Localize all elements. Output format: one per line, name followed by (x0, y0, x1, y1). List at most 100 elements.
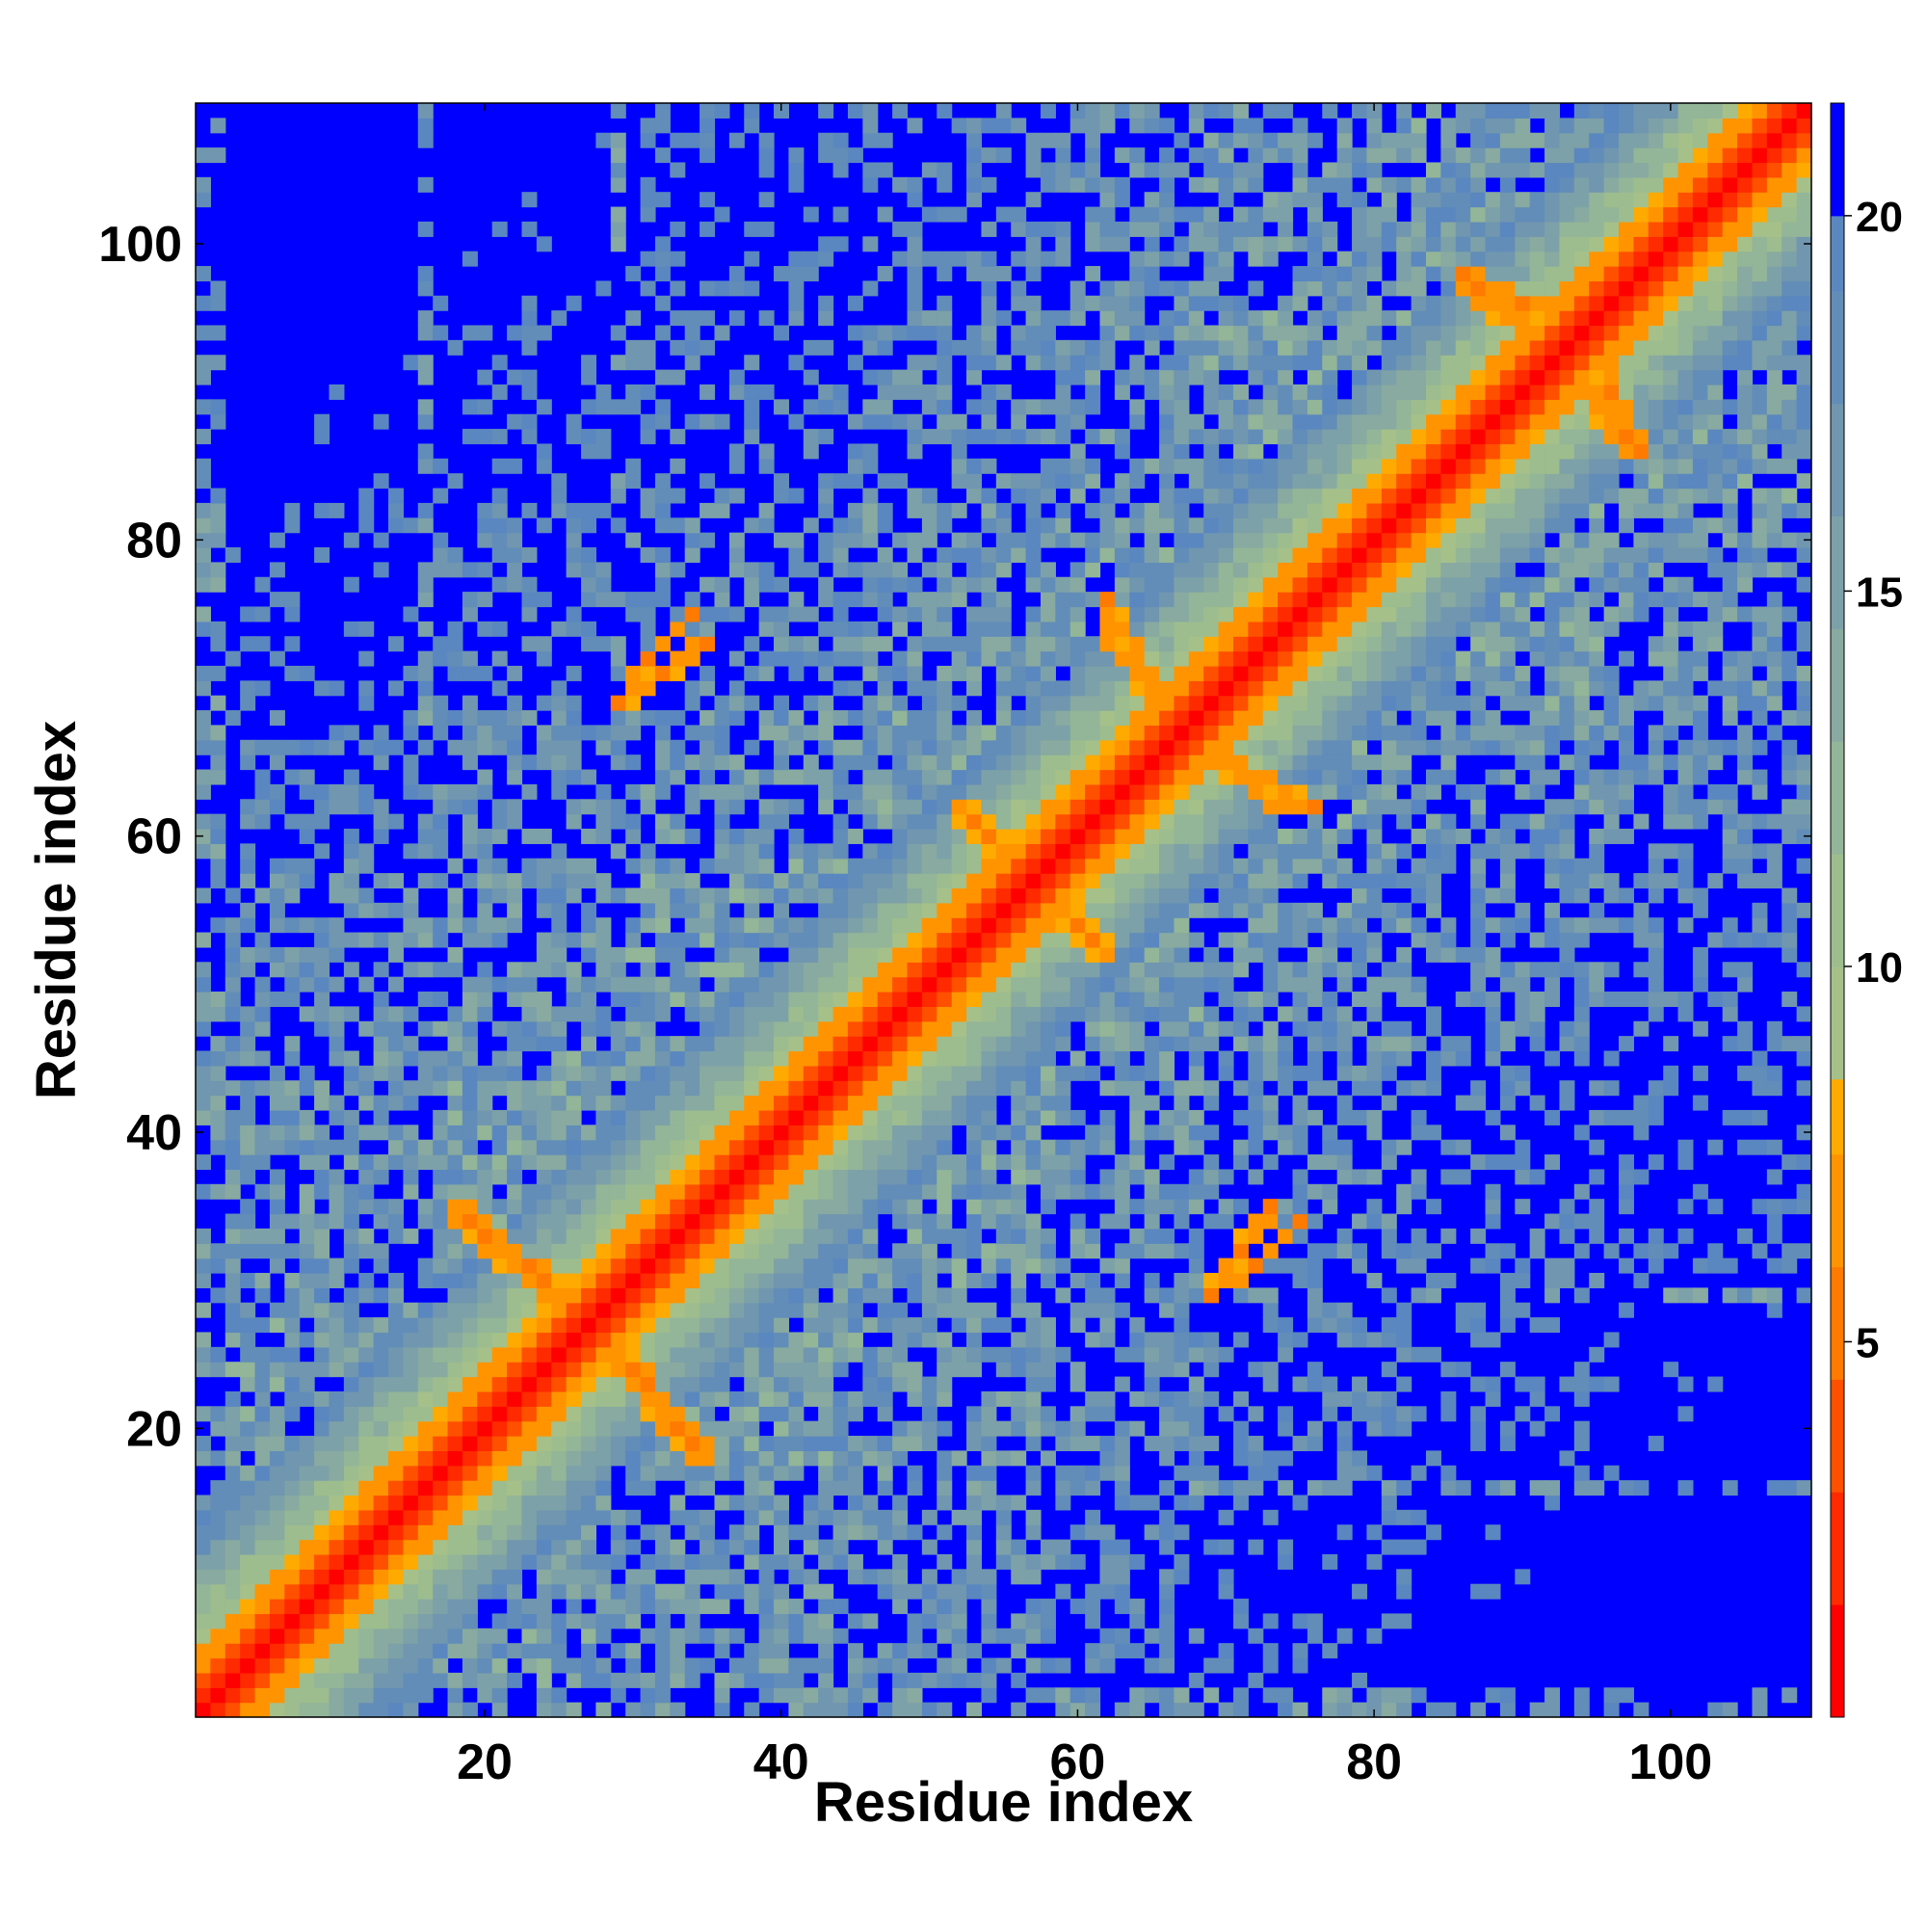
heatmap-cell (640, 592, 656, 608)
heatmap-cell (758, 665, 775, 681)
heatmap-cell (758, 1436, 775, 1452)
heatmap-cell (788, 310, 805, 327)
heatmap-cell (774, 1139, 790, 1155)
heatmap-cell (595, 1213, 612, 1230)
heatmap-cell (1040, 1599, 1056, 1615)
heatmap-cell (1218, 488, 1234, 504)
heatmap-cell (684, 1480, 700, 1496)
heatmap-cell (433, 1495, 449, 1511)
heatmap-cell (521, 783, 538, 800)
heatmap-cell (758, 517, 775, 534)
heatmap-cell (937, 295, 953, 311)
heatmap-cell (358, 799, 375, 815)
heatmap-cell (240, 1020, 256, 1037)
heatmap-cell (1129, 103, 1146, 119)
heatmap-cell (1203, 621, 1220, 637)
heatmap-cell (670, 887, 686, 904)
heatmap-cell (566, 295, 582, 311)
heatmap-cell (210, 147, 226, 164)
heatmap-cell (1129, 1125, 1146, 1141)
heatmap-cell (1055, 1006, 1071, 1022)
heatmap-cell (373, 1169, 389, 1185)
heatmap-cell (640, 132, 656, 148)
heatmap-cell (1085, 1287, 1101, 1304)
heatmap-cell (462, 1213, 478, 1230)
heatmap-cell (937, 976, 953, 992)
heatmap-cell (1232, 1702, 1249, 1718)
heatmap-cell (1099, 236, 1116, 252)
heatmap-cell (728, 1317, 745, 1334)
heatmap-cell (995, 1213, 1012, 1230)
heatmap-cell (684, 355, 700, 371)
heatmap-cell (610, 1302, 626, 1318)
heatmap-cell (417, 517, 434, 534)
heatmap-cell (803, 932, 819, 948)
heatmap-cell (832, 1628, 849, 1644)
heatmap-cell (1025, 725, 1042, 741)
heatmap-cell (670, 488, 686, 504)
heatmap-cell (774, 1436, 790, 1452)
heatmap-cell (981, 547, 997, 563)
heatmap-cell (1218, 1346, 1234, 1363)
heatmap-cell (981, 458, 997, 474)
heatmap-cell (700, 1065, 716, 1081)
heatmap-cell (1144, 1376, 1160, 1392)
heatmap-cell (877, 369, 893, 385)
heatmap-cell (714, 1272, 730, 1288)
heatmap-cell (210, 1524, 226, 1541)
heatmap-cell (536, 754, 552, 771)
heatmap-cell (1232, 992, 1249, 1008)
heatmap-cell (758, 606, 775, 622)
heatmap-cell (1011, 887, 1027, 904)
heatmap-cell (595, 962, 612, 978)
heatmap-cell (1232, 1154, 1249, 1171)
heatmap-cell (299, 1509, 315, 1525)
heatmap-cell (744, 873, 760, 889)
heatmap-cell (373, 1050, 389, 1067)
heatmap-cell (907, 1317, 923, 1334)
heatmap-cell (640, 946, 656, 963)
heatmap-cell (1069, 413, 1086, 430)
heatmap-cell (744, 828, 760, 844)
heatmap-cell (1144, 887, 1160, 904)
heatmap-cell (581, 1125, 597, 1141)
heatmap-cell (196, 710, 211, 727)
heatmap-cell (1159, 1243, 1175, 1259)
heatmap-cell (981, 843, 997, 860)
heatmap-cell (1099, 1569, 1116, 1585)
heatmap-cell (1188, 828, 1204, 844)
heatmap-cell (210, 1006, 226, 1022)
heatmap-cell (803, 1036, 819, 1052)
heatmap-cell (299, 1199, 315, 1215)
heatmap-cell (758, 1480, 775, 1496)
heatmap-cell (862, 783, 879, 800)
heatmap-cell (477, 710, 493, 727)
heatmap-cell (714, 783, 730, 800)
heatmap-cell (269, 917, 285, 934)
heatmap-cell (714, 710, 730, 727)
heatmap-cell (507, 1436, 523, 1452)
heatmap-cell (862, 280, 879, 297)
heatmap-cell (373, 1553, 389, 1570)
heatmap-cell (1218, 576, 1234, 593)
heatmap-cell (388, 1020, 404, 1037)
heatmap-cell (1011, 488, 1027, 504)
heatmap-cell (788, 547, 805, 563)
heatmap-cell (1069, 650, 1086, 667)
heatmap-cell (581, 1036, 597, 1052)
heatmap-cell (1218, 606, 1234, 622)
heatmap-cell (1159, 1539, 1175, 1555)
heatmap-cell (788, 636, 805, 652)
heatmap-cell (818, 695, 834, 711)
heatmap-cell (921, 1065, 937, 1081)
heatmap-cell (1011, 1065, 1027, 1081)
heatmap-cell (1025, 783, 1042, 800)
heatmap-cell (1129, 1420, 1146, 1437)
heatmap-cell (566, 992, 582, 1008)
heatmap-cell (818, 1139, 834, 1155)
heatmap-cell (1114, 576, 1130, 593)
heatmap-cell (1011, 769, 1027, 785)
heatmap-cell (1085, 132, 1101, 148)
heatmap-cell (847, 917, 863, 934)
heatmap-cell (1203, 1539, 1220, 1555)
